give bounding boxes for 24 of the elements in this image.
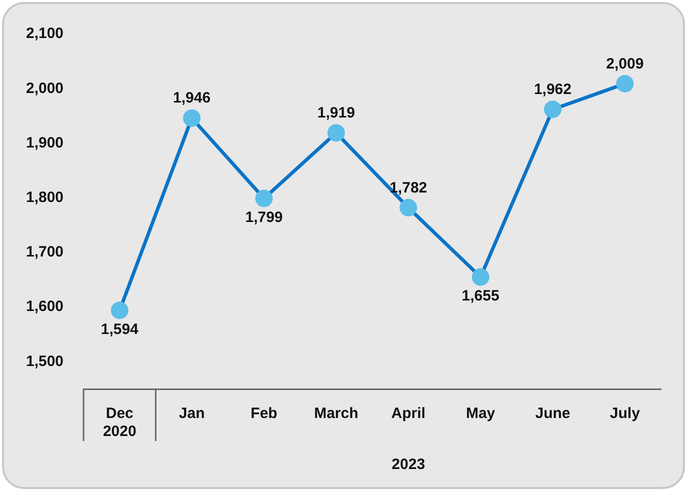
y-tick-label: 1,900 xyxy=(26,134,64,152)
y-tick-label: 1,800 xyxy=(26,188,64,206)
x-tick-label: Jan xyxy=(178,405,205,422)
text: 2023 xyxy=(392,456,426,473)
y-tick-label: 2,100 xyxy=(26,25,64,42)
x-tick-label: March xyxy=(314,405,358,422)
data-label: 1,962 xyxy=(534,81,572,98)
x-tick-label: Feb xyxy=(250,405,278,422)
data-label: 2,009 xyxy=(606,55,644,72)
x-tick-label: July xyxy=(610,405,641,422)
data-label: 1,782 xyxy=(390,179,428,196)
x-tick-label: June xyxy=(535,405,570,422)
data-label: 1,946 xyxy=(173,90,211,107)
y-tick-label: 1,600 xyxy=(26,298,64,316)
data-label: 1,919 xyxy=(317,104,355,122)
y-tick-label: 1,500 xyxy=(26,352,64,370)
data-label: 1,594 xyxy=(100,320,140,338)
y-tick-label: 1,700 xyxy=(26,244,64,261)
data-label: 1,655 xyxy=(462,288,500,305)
y-tick-label: 2,000 xyxy=(26,80,64,97)
x-tick-label: Dec 2020 xyxy=(102,405,136,440)
x-tick-label: April xyxy=(391,405,426,422)
x-tick-label: May xyxy=(466,405,496,422)
data-label: 1,799 xyxy=(245,209,283,226)
